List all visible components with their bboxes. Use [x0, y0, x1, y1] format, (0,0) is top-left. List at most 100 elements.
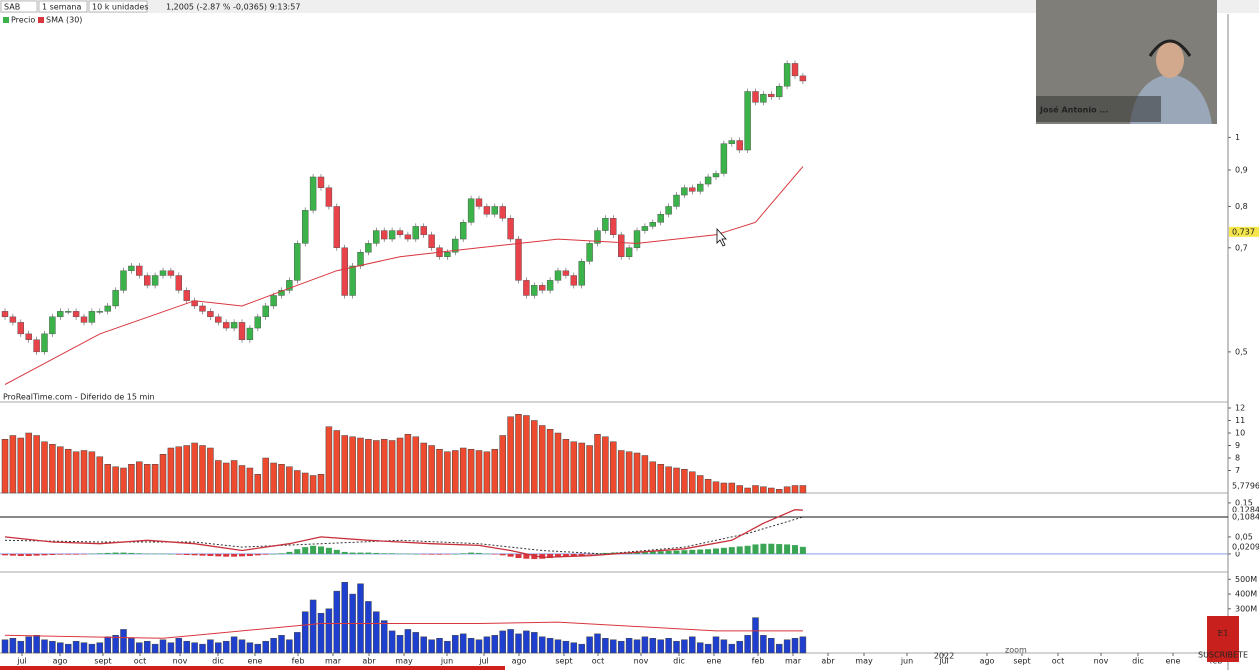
candle-body: [594, 230, 601, 244]
bar: [712, 481, 720, 494]
bar: [151, 643, 159, 654]
histogram-bar: [736, 546, 743, 554]
histogram-bar: [681, 550, 688, 554]
bar: [112, 466, 119, 494]
bar: [230, 460, 238, 494]
candle-body: [460, 222, 467, 240]
bar: [681, 469, 688, 494]
candle-body: [309, 176, 317, 211]
x-tick-label: dic: [1132, 657, 1144, 666]
y-tick-label: 0,05: [1235, 532, 1253, 541]
x-tick-label: ene: [707, 657, 722, 666]
y-tick-label: 500M: [1235, 575, 1257, 584]
bar: [491, 635, 499, 654]
candle-body: [404, 234, 412, 240]
candle-body: [325, 187, 333, 207]
period-box[interactable]: [38, 0, 88, 13]
candle-body: [799, 75, 807, 82]
x-tick-label: dic: [673, 657, 685, 666]
bar: [96, 456, 104, 494]
candle-body: [649, 222, 656, 227]
y-tick-label: 0,15: [1235, 498, 1253, 507]
candle-body: [120, 270, 127, 291]
histogram-bar: [420, 553, 427, 555]
bar: [452, 450, 459, 494]
bar: [104, 636, 111, 654]
histogram-bar: [278, 553, 285, 554]
x-tick-label: may: [395, 657, 413, 666]
histogram-bar: [73, 553, 80, 555]
y-tick-label: 0,9: [1235, 166, 1248, 175]
bar: [380, 620, 388, 654]
histogram-bar: [104, 552, 111, 554]
bar: [768, 638, 775, 654]
histogram-bar: [539, 553, 546, 559]
candle-body: [783, 63, 791, 87]
bar: [365, 601, 372, 654]
candle-body: [539, 285, 546, 291]
histogram-bar: [160, 553, 166, 555]
histogram-bar: [641, 551, 648, 554]
logo-box[interactable]: [1207, 616, 1239, 662]
bar: [696, 475, 704, 494]
histogram-bar: [689, 549, 696, 554]
bar: [128, 464, 135, 494]
bar: [9, 638, 17, 654]
x-tick-label: oct: [1052, 657, 1064, 666]
bar: [404, 629, 412, 654]
candle-body: [104, 305, 111, 312]
bar: [641, 455, 649, 494]
bar: [49, 640, 56, 654]
candle-body: [554, 270, 562, 281]
period[interactable]: 1 semana: [42, 3, 81, 12]
y-tick-label: 10: [1235, 429, 1245, 438]
units-box[interactable]: [88, 0, 148, 13]
histogram-bar: [547, 553, 554, 559]
x-tick-label: jun: [900, 657, 913, 666]
bar: [775, 643, 783, 654]
candle-body: [143, 275, 151, 286]
histogram-bar: [65, 553, 72, 555]
bar: [791, 638, 799, 654]
logo[interactable]: E1: [1218, 629, 1229, 638]
symbol[interactable]: SAB: [4, 3, 20, 12]
macd-line: [4, 509, 803, 559]
candle-body: [128, 265, 135, 271]
bar: [586, 445, 593, 494]
bar: [33, 435, 40, 494]
bar: [523, 630, 530, 654]
candle-body: [681, 187, 688, 196]
symbol-box[interactable]: [0, 0, 38, 13]
bar: [665, 466, 672, 494]
candle-body: [736, 140, 743, 151]
bar: [254, 643, 262, 654]
candle-body: [278, 290, 285, 296]
bar: [720, 639, 728, 654]
bar: [191, 442, 198, 494]
histogram-bar: [476, 552, 482, 554]
histogram-bar: [128, 552, 135, 554]
candle-body: [499, 206, 506, 219]
candle-body: [230, 322, 238, 329]
bar: [238, 465, 246, 494]
bar: [57, 642, 64, 654]
bar: [294, 470, 301, 494]
bar: [538, 636, 546, 654]
units[interactable]: 10 k unidades: [92, 3, 148, 12]
candle-body: [523, 280, 530, 296]
bar: [586, 636, 593, 654]
logo-caption[interactable]: SUSCRIBETE: [1198, 651, 1248, 660]
candle-body: [760, 93, 767, 103]
bar: [657, 464, 664, 494]
bar: [262, 640, 269, 654]
x-tick-label: nov: [634, 657, 649, 666]
bar: [175, 638, 183, 654]
sma-line: [4, 166, 804, 385]
candle-body: [151, 275, 159, 286]
candle-body: [475, 198, 483, 207]
candle-body: [357, 252, 364, 267]
bar: [207, 447, 214, 494]
bar: [159, 454, 167, 494]
candle-body: [199, 305, 206, 312]
bar: [617, 450, 625, 494]
